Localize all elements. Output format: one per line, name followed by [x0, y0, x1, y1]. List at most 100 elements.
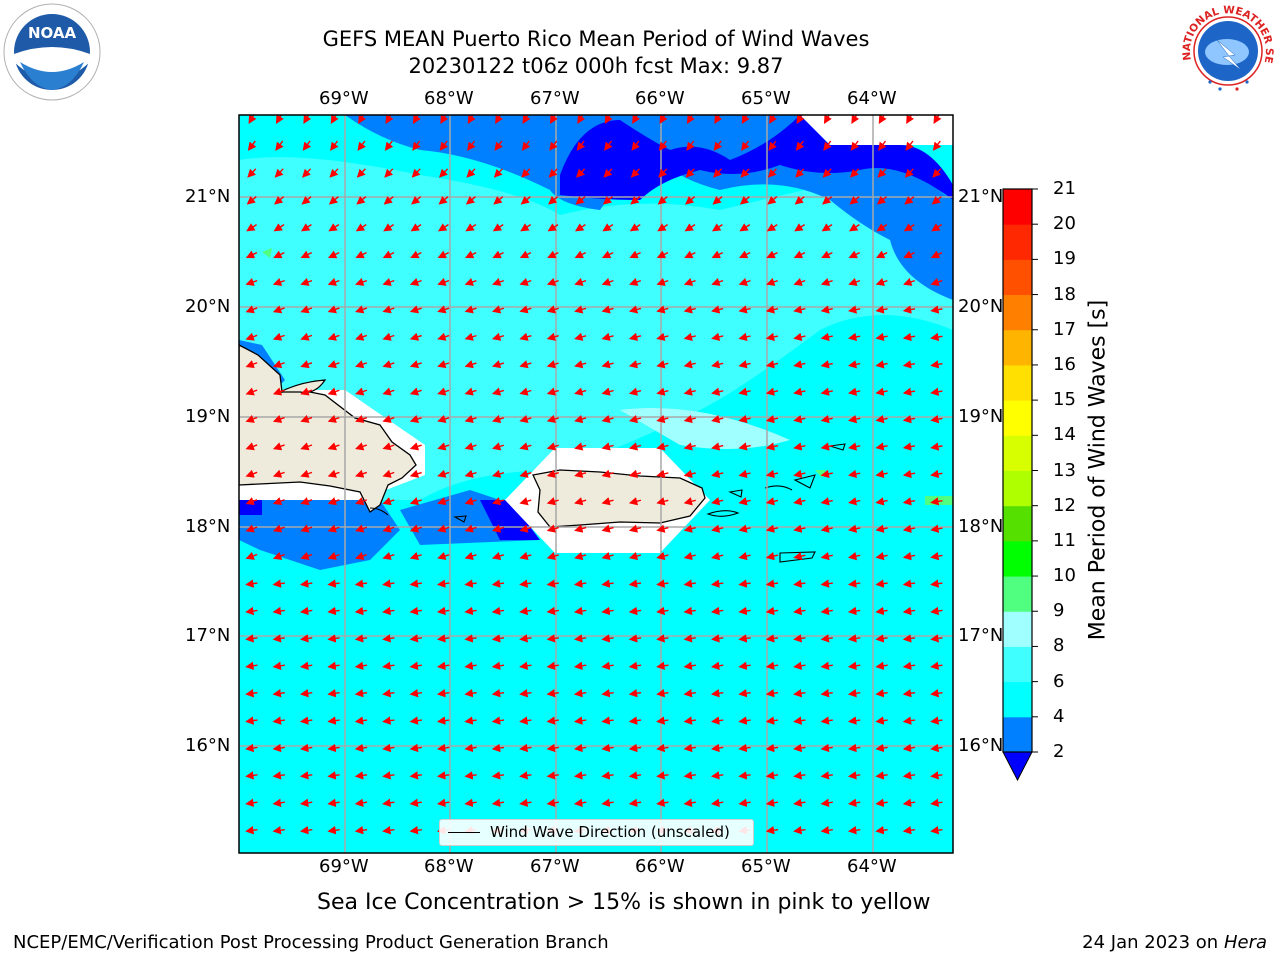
wave-direction-arrow — [245, 716, 258, 725]
colorbar-tick-label: 8 — [1053, 635, 1065, 657]
wave-direction-arrow — [519, 661, 532, 670]
wave-direction-arrow — [902, 497, 916, 506]
wave-direction-arrow — [820, 551, 833, 561]
wave-direction-arrow — [738, 661, 751, 670]
wave-direction-arrow — [820, 716, 833, 725]
wave-direction-arrow — [685, 168, 695, 178]
wave-direction-arrow — [601, 661, 614, 670]
wave-direction-arrow — [765, 442, 779, 451]
wave-direction-arrow — [437, 360, 450, 369]
wave-direction-arrow — [765, 524, 779, 533]
wave-direction-arrow — [519, 442, 532, 451]
wave-direction-arrow — [683, 469, 696, 478]
wave-direction-arrow — [327, 551, 340, 560]
wave-direction-arrow — [358, 115, 366, 124]
wave-direction-arrow — [875, 634, 888, 643]
wave-direction-arrow — [409, 826, 422, 835]
wave-direction-arrow — [656, 469, 669, 478]
wave-direction-arrow — [245, 332, 258, 341]
wave-direction-arrow — [272, 551, 285, 560]
wave-direction-arrow — [848, 360, 861, 369]
wave-direction-arrow — [683, 798, 696, 807]
wave-direction-arrow — [382, 551, 395, 560]
wave-direction-arrow — [902, 332, 916, 342]
wave-direction-arrow — [437, 442, 450, 451]
wave-direction-arrow — [738, 250, 751, 259]
wave-direction-arrow — [440, 115, 449, 124]
wave-direction-arrow — [491, 305, 505, 314]
wave-direction-arrow — [299, 579, 313, 588]
wave-direction-arrow — [683, 497, 696, 506]
wave-direction-arrow — [930, 360, 943, 369]
wave-direction-arrow — [930, 277, 943, 286]
wave-direction-arrow — [383, 196, 394, 205]
wave-direction-arrow — [738, 771, 751, 780]
wave-direction-arrow — [710, 798, 724, 807]
wave-direction-arrow — [546, 716, 559, 725]
wave-direction-arrow — [848, 305, 861, 314]
wave-direction-arrow — [628, 387, 642, 396]
wave-direction-arrow — [741, 115, 750, 124]
wave-direction-arrow — [412, 115, 421, 124]
wave-direction-arrow — [300, 469, 313, 478]
wave-direction-arrow — [930, 826, 943, 835]
wave-direction-arrow — [384, 140, 394, 151]
wave-direction-arrow — [275, 115, 284, 124]
wave-direction-arrow — [710, 661, 724, 670]
wave-direction-arrow — [519, 497, 532, 506]
wave-direction-arrow — [327, 250, 340, 259]
wave-direction-arrow — [548, 168, 558, 178]
wave-direction-arrow — [904, 196, 915, 205]
wave-direction-arrow — [683, 387, 696, 396]
wave-direction-arrow — [409, 469, 422, 478]
wave-direction-arrow — [436, 716, 450, 725]
wave-direction-arrow — [683, 442, 696, 451]
wave-direction-arrow — [930, 250, 943, 259]
wave-direction-arrow — [656, 387, 669, 396]
wave-direction-arrow — [930, 387, 943, 396]
wave-direction-arrow — [303, 115, 312, 124]
wave-direction-arrow — [930, 798, 943, 807]
wave-direction-arrow — [491, 689, 505, 698]
wave-direction-arrow — [875, 277, 888, 286]
wave-direction-arrow — [768, 140, 777, 151]
wave-direction-arrow — [875, 551, 888, 561]
wave-direction-arrow — [876, 196, 887, 205]
wave-direction-arrow — [683, 332, 696, 341]
wave-direction-arrow — [519, 469, 532, 478]
wave-direction-arrow — [382, 414, 395, 423]
wave-direction-arrow — [574, 277, 587, 286]
lon-label-top: 68°W — [424, 88, 474, 109]
wave-direction-arrow — [629, 250, 641, 259]
wave-direction-arrow — [793, 414, 806, 424]
wave-direction-arrow — [765, 606, 779, 616]
wave-direction-arrow — [437, 305, 450, 314]
wave-direction-arrow — [765, 826, 779, 835]
wave-direction-arrow — [546, 524, 559, 533]
wave-direction-arrow — [713, 168, 723, 178]
wave-direction-arrow — [354, 798, 368, 807]
wave-direction-arrow — [710, 689, 724, 698]
wave-direction-arrow — [738, 716, 751, 725]
wave-direction-arrow — [877, 168, 887, 178]
wave-direction-arrow — [245, 524, 258, 533]
lon-label-top: 67°W — [530, 88, 580, 109]
wave-direction-arrow — [683, 414, 696, 424]
wave-direction-arrow — [933, 115, 942, 124]
wave-direction-arrow — [355, 524, 368, 533]
wave-direction-arrow — [272, 771, 285, 780]
wave-direction-arrow — [601, 634, 614, 643]
wave-direction-arrow — [355, 497, 368, 506]
wave-direction-arrow — [686, 140, 695, 151]
wave-direction-arrow — [436, 798, 450, 807]
wave-direction-arrow — [875, 716, 888, 725]
wave-direction-arrow — [628, 606, 642, 616]
wave-direction-arrow — [686, 115, 695, 124]
wave-direction-arrow — [382, 716, 395, 725]
wave-direction-arrow — [464, 332, 477, 341]
wave-direction-arrow — [684, 250, 696, 259]
wave-direction-arrow — [658, 140, 668, 151]
wave-direction-arrow — [683, 524, 696, 533]
colorbar-tick-label: 2 — [1053, 741, 1065, 762]
wave-direction-arrow — [848, 387, 861, 396]
